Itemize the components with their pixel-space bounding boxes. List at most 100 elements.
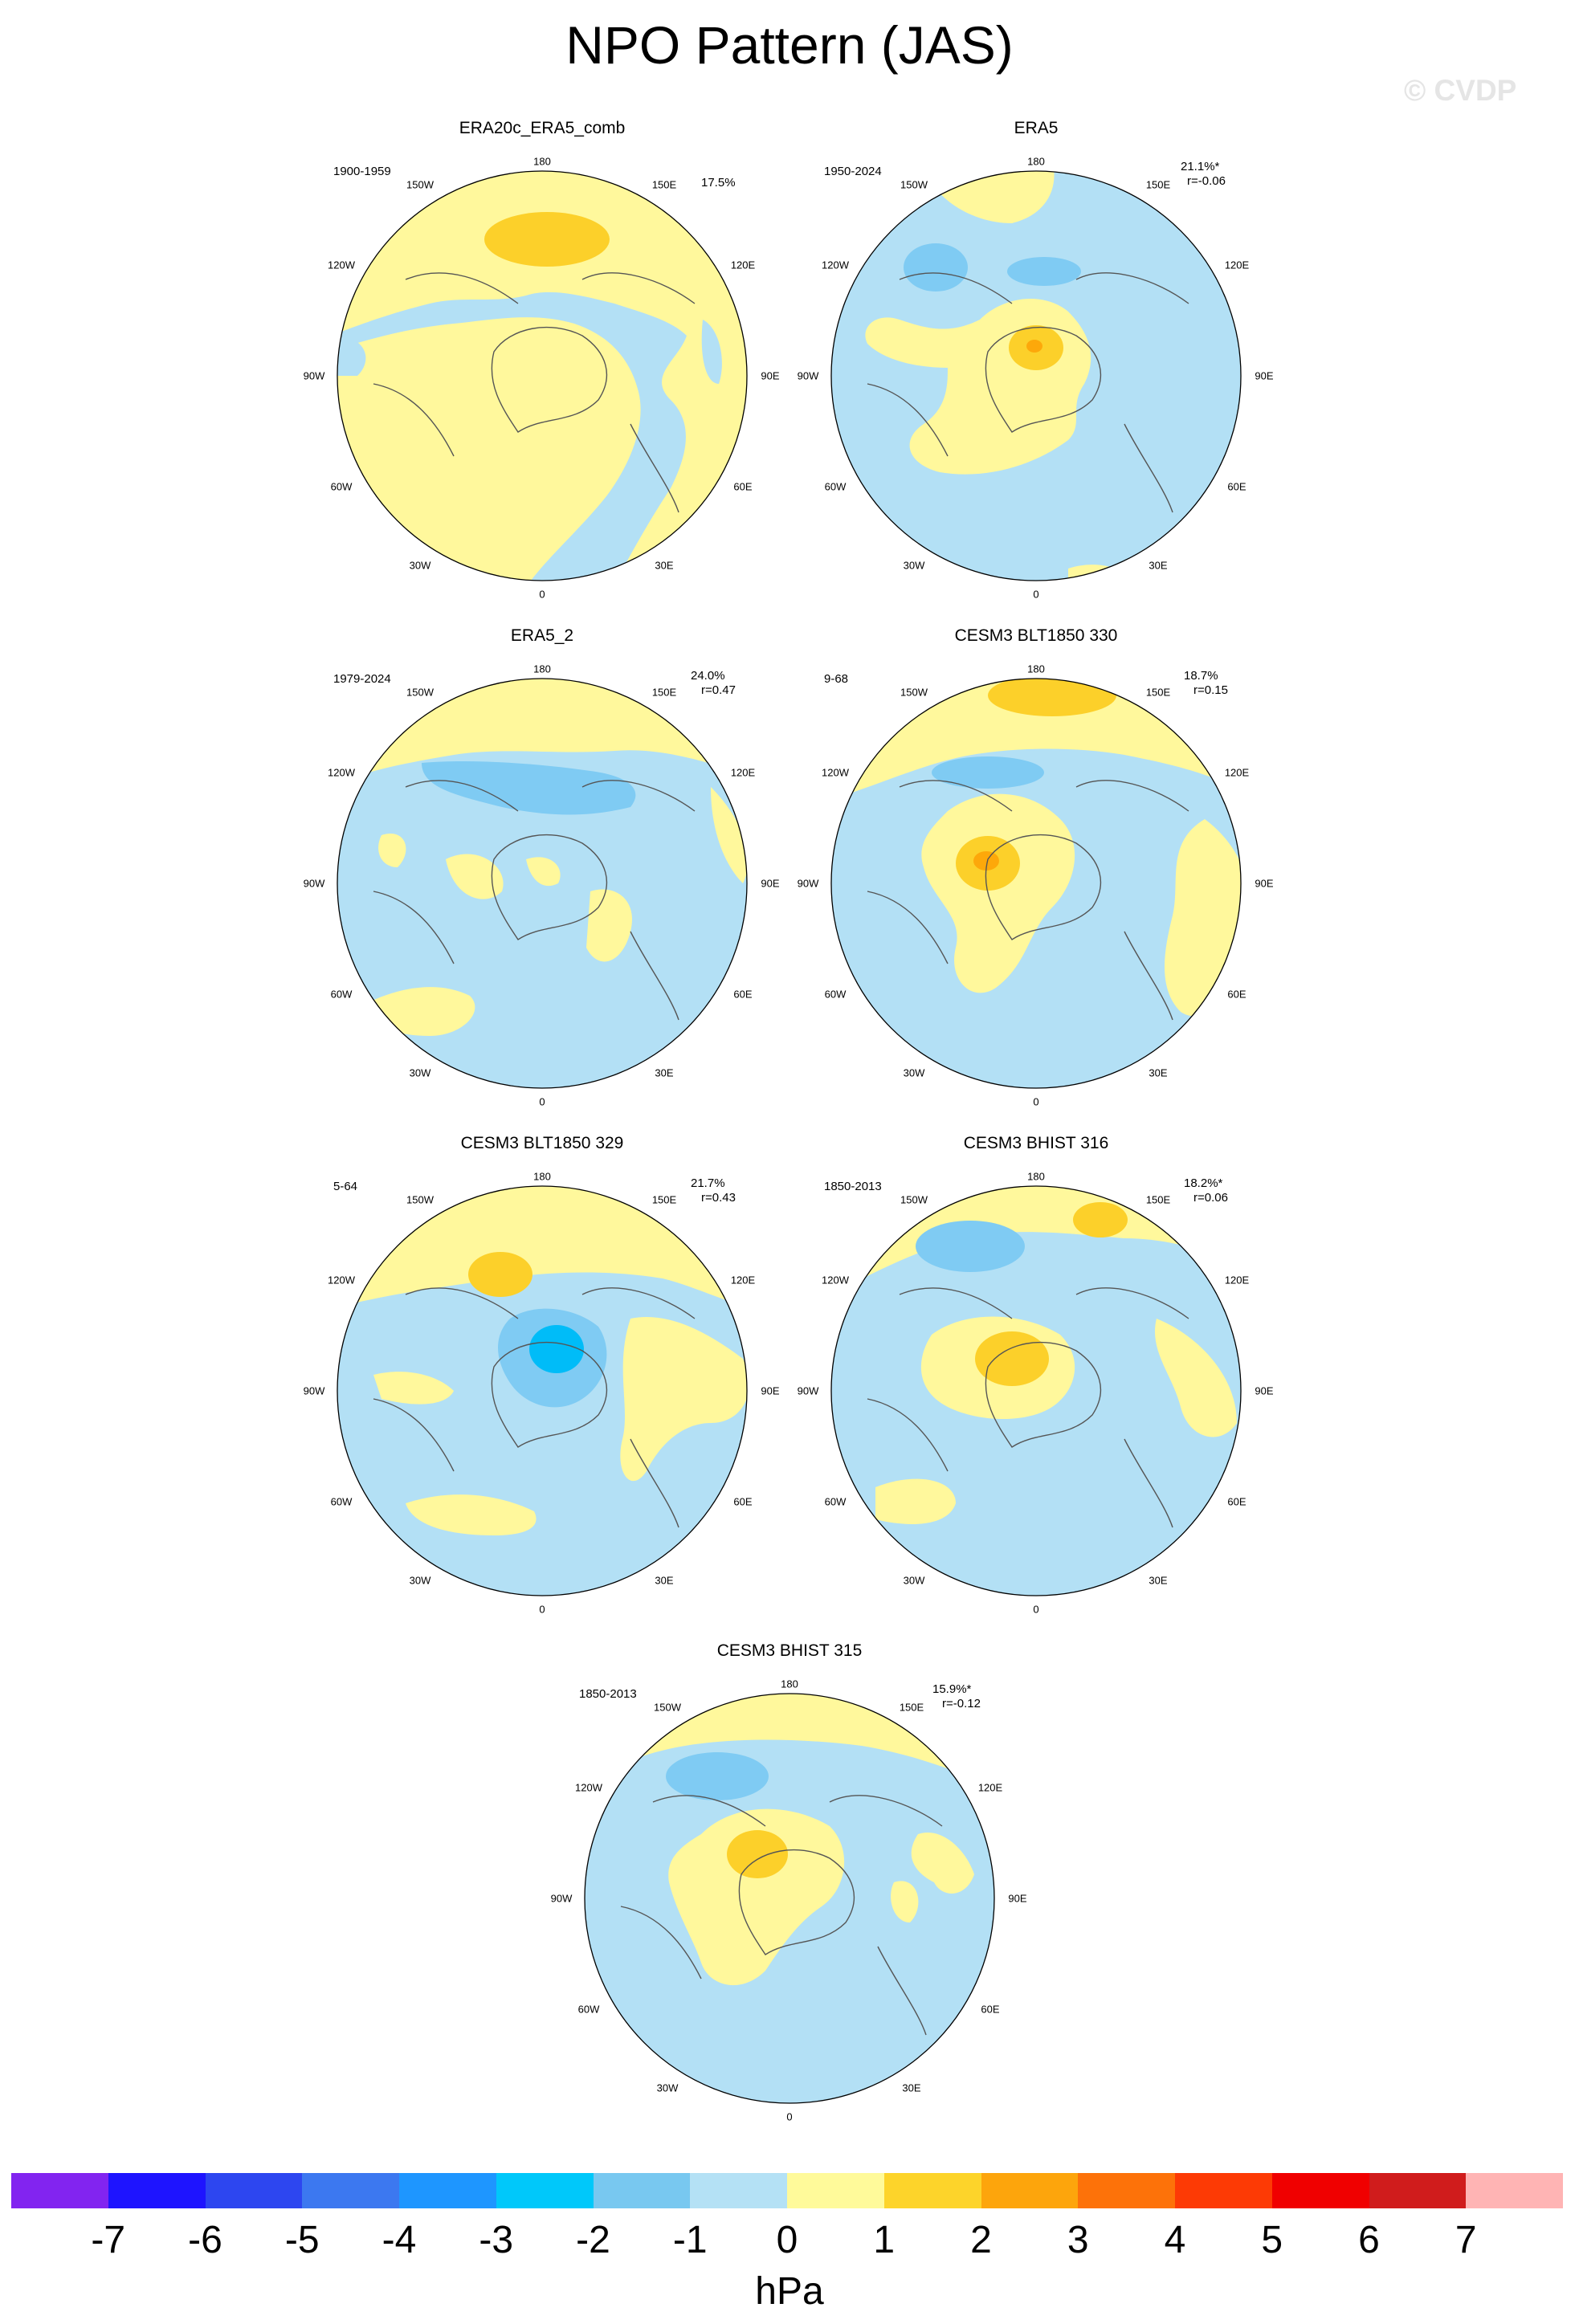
lon-label: 0 [539,588,545,601]
lon-label: 180 [533,663,551,675]
positive-anomaly [436,396,539,474]
panel-title: ERA5 [1014,119,1059,137]
lon-label: 30W [409,1066,431,1079]
coastline [373,780,696,1021]
lon-label: 180 [781,1678,798,1690]
lon-label: 120E [730,259,756,271]
positive-anomaly [668,1808,845,1986]
positive-anomaly [1154,1319,1237,1437]
polar-map [337,170,748,581]
positive-anomaly [711,787,747,883]
map-rim [830,170,1242,581]
map-rim [830,1185,1242,1596]
positive-anomaly [859,549,916,581]
lon-label: 90E [761,877,780,890]
panel-variance: 24.0% [691,669,725,683]
positive-anomaly [526,857,561,887]
lon-label: 120W [328,766,355,779]
colorbar-tick-label: -6 [188,2219,222,2261]
lon-label: 180 [1027,155,1045,168]
positive-anomaly [891,1881,919,1922]
colorbar-tick-label: 7 [1455,2219,1477,2261]
coastline [867,1287,1189,1528]
polar-map [830,1185,1242,1596]
lon-label: 30W [903,559,925,572]
positive-anomaly [875,1478,956,1524]
lon-label: 60E [733,988,753,1001]
positive-anomaly [911,1833,974,1894]
lon-label: 0 [1033,1603,1039,1616]
lon-label: 150E [651,178,677,191]
coastline [620,1795,943,2036]
lon-label: 60W [824,988,847,1001]
lon-label: 90E [1008,1892,1027,1905]
lon-label: 150W [406,1193,434,1206]
colorbar-tick-label: 4 [1164,2219,1186,2261]
colorbar-box [108,2173,206,2208]
panel-correlation: r=0.43 [701,1191,736,1205]
lon-label: 30W [409,559,431,572]
lon-label: 120W [822,1274,849,1286]
positive-anomaly [446,854,504,899]
colorbar-box [981,2173,1079,2208]
colorbar-box [593,2173,691,2208]
lon-label: 120E [1224,766,1250,779]
map-panel: ERA20c_ERA5_comb 1900-1959 17.5% 180 150… [293,119,791,617]
credit-watermark: © CVDP [1404,74,1517,107]
panel-title: CESM3 BLT1850 330 [954,626,1118,645]
colorbar-tick-label: 6 [1358,2219,1380,2261]
lon-label: 60E [733,480,753,493]
lon-label: 150W [900,178,928,191]
lon-label: 150W [900,1193,928,1206]
lon-label: 120E [730,1274,756,1286]
lon-label: 30E [1149,559,1168,572]
positive-anomaly [921,793,1075,993]
positive-anomaly [406,1494,537,1535]
panel-variance: 15.9%* [932,1682,972,1696]
map-panel: ERA5 1950-2024 21.1%* r=-0.06 180 150E 1… [787,119,1285,617]
positive-anomaly-core [988,679,1116,716]
panel-title: ERA20c_ERA5_comb [459,119,626,137]
map-panel: CESM3 BLT1850 330 9-68 18.7% r=0.15 180 … [787,626,1285,1124]
panel-correlation: r=-0.06 [1187,174,1226,188]
colorbar-box [205,2173,303,2208]
lon-label: 60E [1227,1495,1246,1508]
positive-anomaly-peak [1026,340,1042,353]
lon-label: 150W [406,686,434,699]
lon-label: 90W [303,877,325,890]
colorbar-tick-label: 0 [776,2219,798,2261]
lon-label: 60E [1227,480,1246,493]
coastline [373,272,696,513]
panel-variance: 21.1%* [1181,160,1220,173]
polar-map [584,1693,995,2104]
lon-label: 60E [981,2003,1000,2016]
negative-anomaly-core [666,1752,769,1800]
colorbar-tick-label: -3 [479,2219,514,2261]
colorbar-box [11,2173,108,2208]
colorbar-tick-label: -5 [284,2219,320,2261]
panel-variance: 18.7% [1184,669,1218,683]
lon-label: 90W [797,1384,819,1397]
panel-correlation: r=0.06 [1193,1191,1228,1205]
colorbar-box [1271,2173,1369,2208]
panel-correlation: r=0.47 [701,683,736,697]
colorbar-box [496,2173,594,2208]
lon-label: 30E [1149,1066,1168,1079]
lon-label: 60W [330,988,353,1001]
panel-years: 5-64 [333,1180,358,1193]
lon-label: 30W [903,1574,925,1587]
panel-correlation: r=-0.12 [942,1697,981,1710]
colorbar-box [883,2173,981,2208]
positive-anomaly [378,834,406,867]
lon-label: 150E [1145,1193,1171,1206]
lon-label: 30E [1149,1574,1168,1587]
map-rim [337,678,748,1089]
lon-label: 0 [1033,588,1039,601]
negative-anomaly-core [916,1221,1025,1272]
lon-label: 120E [730,766,756,779]
lon-label: 180 [533,155,551,168]
colorbar-units: hPa [755,2270,824,2313]
positive-anomaly [373,1372,454,1405]
lon-label: 60E [1227,988,1246,1001]
positive-anomaly-core [484,212,610,267]
